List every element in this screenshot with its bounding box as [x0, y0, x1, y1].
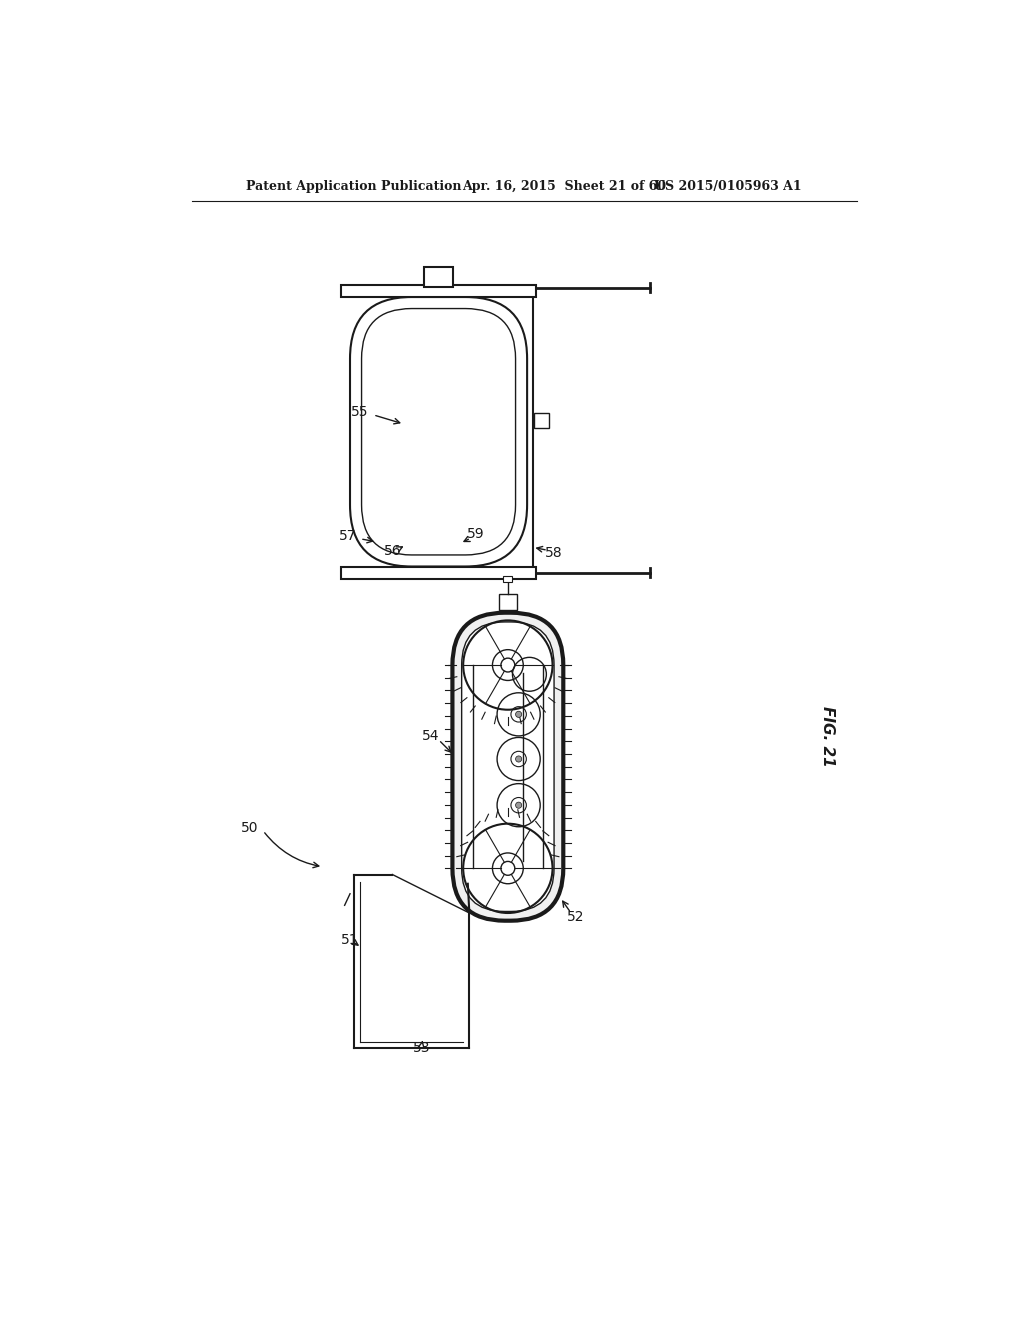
FancyBboxPatch shape: [350, 297, 527, 566]
FancyBboxPatch shape: [462, 622, 554, 911]
Text: Apr. 16, 2015  Sheet 21 of 60: Apr. 16, 2015 Sheet 21 of 60: [462, 181, 666, 194]
Text: 59: 59: [467, 527, 484, 541]
Bar: [341, 285, 537, 297]
Bar: [499, 594, 517, 610]
Text: 54: 54: [422, 729, 439, 743]
Bar: [503, 576, 512, 582]
Text: 56: 56: [384, 544, 401, 558]
Bar: [341, 566, 537, 579]
Text: 53: 53: [413, 1040, 430, 1055]
Text: Patent Application Publication: Patent Application Publication: [246, 181, 462, 194]
Circle shape: [515, 756, 521, 762]
Text: 57: 57: [339, 529, 356, 543]
Text: 58: 58: [545, 545, 563, 560]
Text: US 2015/0105963 A1: US 2015/0105963 A1: [654, 181, 802, 194]
Circle shape: [515, 803, 521, 808]
Text: 50: 50: [242, 821, 259, 836]
Bar: [535, 413, 550, 428]
Text: 51: 51: [341, 933, 358, 946]
Text: 52: 52: [567, 909, 585, 924]
Circle shape: [515, 711, 521, 718]
FancyBboxPatch shape: [453, 612, 563, 921]
Bar: [424, 267, 454, 286]
Text: 55: 55: [351, 405, 369, 420]
Text: FIG. 21: FIG. 21: [820, 705, 835, 767]
